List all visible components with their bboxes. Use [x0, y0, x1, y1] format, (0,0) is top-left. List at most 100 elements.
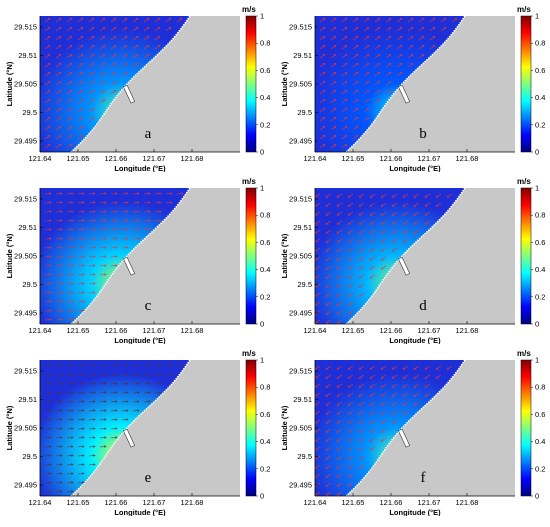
coastline	[345, 359, 466, 497]
colorbar-unit: m/s	[517, 177, 531, 186]
panel-e-plot: 29.515 29.51 29.505 29.5 29.495 121.64 121.65 1…	[5, 349, 270, 516]
panel-f-plot: 29.515 29.51 29.505 29.5 29.495 121.64 121.65 1…	[280, 349, 545, 516]
colorbar-tick-label: 1	[535, 184, 539, 193]
colorbar-tick-label: 0.6	[260, 238, 270, 247]
velocity-arrows	[44, 364, 184, 493]
panel-a: 29.515 29.51 29.505 29.5 29.495 121.64 121.65 1…	[0, 0, 272, 172]
y-axis-label: Latitude (°N)	[5, 61, 14, 106]
velocity-arrows	[44, 192, 184, 321]
y-tick-label: 29.505	[289, 424, 312, 433]
x-tick-label: 121.65	[342, 326, 365, 335]
y-tick-label: 29.5	[22, 108, 37, 117]
y-axis-label: Latitude (°N)	[5, 405, 14, 450]
colorbar-tick-label: 0.8	[535, 383, 545, 392]
x-tick-label: 121.65	[342, 498, 365, 507]
water-area	[315, 188, 465, 324]
colorbar-tick-label: 0.8	[535, 211, 545, 220]
coastline	[70, 187, 191, 325]
jetty	[123, 428, 136, 448]
panel-label-f: f	[421, 470, 426, 486]
x-axis-label: Longitude (°E)	[389, 164, 441, 172]
y-tick-label: 29.515	[289, 195, 312, 204]
y-tick-label: 29.51	[293, 395, 312, 404]
y-tick-label: 29.5	[297, 280, 312, 289]
colorbar-tick-label: 0.6	[535, 410, 545, 419]
y-tick-label: 29.495	[14, 137, 37, 146]
y-axis-label: Latitude (°N)	[280, 233, 289, 278]
x-axis-label: Longitude (°E)	[389, 508, 441, 516]
x-tick-label: 121.67	[143, 498, 166, 507]
water-area	[40, 16, 190, 152]
y-tick-label: 29.51	[18, 223, 37, 232]
coastline	[345, 15, 466, 153]
colorbar-tick-label: 0.2	[260, 120, 270, 129]
y-tick-label: 29.505	[14, 80, 37, 89]
colorbar	[245, 15, 257, 153]
colorbar-tick-label: 0.6	[260, 410, 270, 419]
y-tick-label: 29.5	[297, 452, 312, 461]
colorbar-unit: m/s	[517, 349, 531, 358]
colorbar-tick-label: 0.2	[260, 292, 270, 301]
coastline	[345, 187, 466, 325]
colorbar-tick-label: 1	[260, 12, 264, 21]
colorbar-tick-label: 1	[260, 356, 264, 365]
colorbar-tick-label: 0.4	[535, 265, 545, 274]
x-tick-label: 121.65	[67, 326, 90, 335]
x-tick-label: 121.64	[29, 326, 52, 335]
jetty	[398, 428, 411, 448]
panel-label-b: b	[419, 126, 427, 142]
x-tick-label: 121.66	[105, 498, 128, 507]
x-tick-label: 121.67	[418, 498, 441, 507]
colorbar-tick-label: 0.8	[535, 39, 545, 48]
y-tick-label: 29.505	[14, 424, 37, 433]
colorbar-tick-label: 1	[535, 356, 539, 365]
panel-b-plot: 29.515 29.51 29.505 29.5 29.495 121.64 121.65 1…	[280, 5, 545, 172]
colorbar-unit: m/s	[242, 5, 256, 14]
jetty	[123, 256, 136, 276]
colorbar-tick-label: 0	[260, 148, 264, 157]
colorbar-tick-label: 0.4	[535, 437, 545, 446]
colorbar-unit: m/s	[517, 5, 531, 14]
colorbar-tick-label: 0.8	[260, 211, 270, 220]
y-tick-label: 29.515	[14, 367, 37, 376]
colorbar-tick-label: 0.2	[535, 464, 545, 473]
x-tick-label: 121.68	[181, 326, 204, 335]
x-tick-label: 121.64	[304, 154, 327, 163]
x-tick-label: 121.68	[456, 498, 479, 507]
panel-a-plot: 29.515 29.51 29.505 29.5 29.495 121.64 121.65 1…	[5, 5, 270, 172]
colorbar-tick-label: 0.6	[535, 66, 545, 75]
colorbar-tick-label: 0.2	[260, 464, 270, 473]
colorbar-unit: m/s	[242, 177, 256, 186]
velocity-arrows	[319, 18, 458, 149]
panel-b: 29.515 29.51 29.505 29.5 29.495 121.64 121.65 1…	[275, 0, 547, 172]
x-tick-label: 121.64	[29, 154, 52, 163]
colorbar-tick-label: 0.4	[535, 93, 545, 102]
colorbar-tick-label: 0	[260, 492, 264, 501]
y-tick-label: 29.51	[293, 223, 312, 232]
y-tick-label: 29.51	[18, 51, 37, 60]
colorbar-tick-label: 0.4	[260, 265, 270, 274]
x-tick-label: 121.67	[143, 154, 166, 163]
panel-d-plot: 29.515 29.51 29.505 29.5 29.495 121.64 121.65 1…	[280, 177, 545, 344]
colorbar-tick-label: 0.4	[260, 93, 270, 102]
y-tick-label: 29.495	[289, 481, 312, 490]
coastline	[70, 359, 191, 497]
y-tick-label: 29.515	[14, 195, 37, 204]
y-tick-label: 29.505	[289, 80, 312, 89]
x-axis-label: Longitude (°E)	[114, 164, 166, 172]
colorbar-tick-label: 0.2	[535, 292, 545, 301]
jetty	[398, 84, 411, 104]
colorbar-tick-label: 0.6	[535, 238, 545, 247]
y-tick-label: 29.5	[22, 280, 37, 289]
velocity-arrows	[44, 18, 183, 149]
x-tick-label: 121.68	[456, 326, 479, 335]
colorbar-tick-label: 0	[535, 492, 539, 501]
colorbar	[520, 187, 532, 325]
colorbar-unit: m/s	[242, 349, 256, 358]
y-axis-label: Latitude (°N)	[280, 61, 289, 106]
panel-c: 29.515 29.51 29.505 29.5 29.495 121.64 121.65 1…	[0, 172, 272, 344]
y-tick-label: 29.495	[14, 309, 37, 318]
panel-label-e: e	[145, 470, 152, 486]
panel-label-d: d	[419, 298, 427, 314]
colorbar-tick-label: 0	[260, 320, 264, 329]
